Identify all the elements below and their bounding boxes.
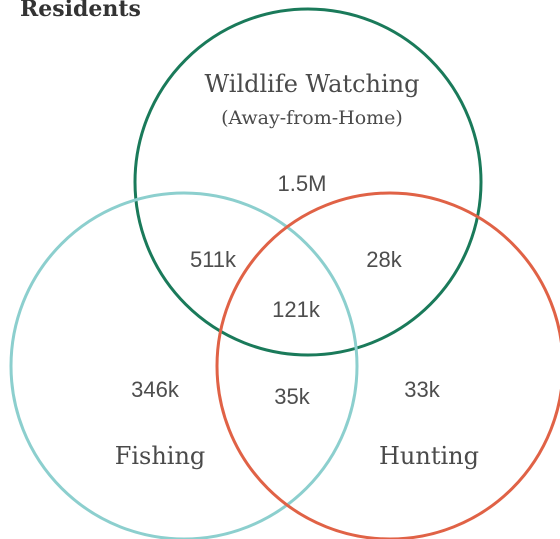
hunting-only-value: 33k <box>404 377 440 402</box>
wildlife-fishing-value: 511k <box>190 247 237 272</box>
fishing-only-value: 346k <box>131 377 180 402</box>
fishing-label: Fishing <box>115 442 206 470</box>
wildlife-hunting-value: 28k <box>366 247 402 272</box>
wildlife-watching-circle <box>133 7 483 357</box>
wildlife-watching-label: Wildlife Watching <box>205 70 420 98</box>
fishing-hunting-value: 35k <box>274 384 310 409</box>
fishing-circle <box>9 191 359 539</box>
diagram-title: Residents <box>20 0 141 22</box>
hunting-label: Hunting <box>379 442 479 470</box>
all-three-value: 121k <box>272 297 321 322</box>
wildlife-only-value: 1.5M <box>278 171 327 196</box>
wildlife-watching-sublabel: (Away-from-Home) <box>221 107 403 129</box>
hunting-circle <box>215 191 560 539</box>
